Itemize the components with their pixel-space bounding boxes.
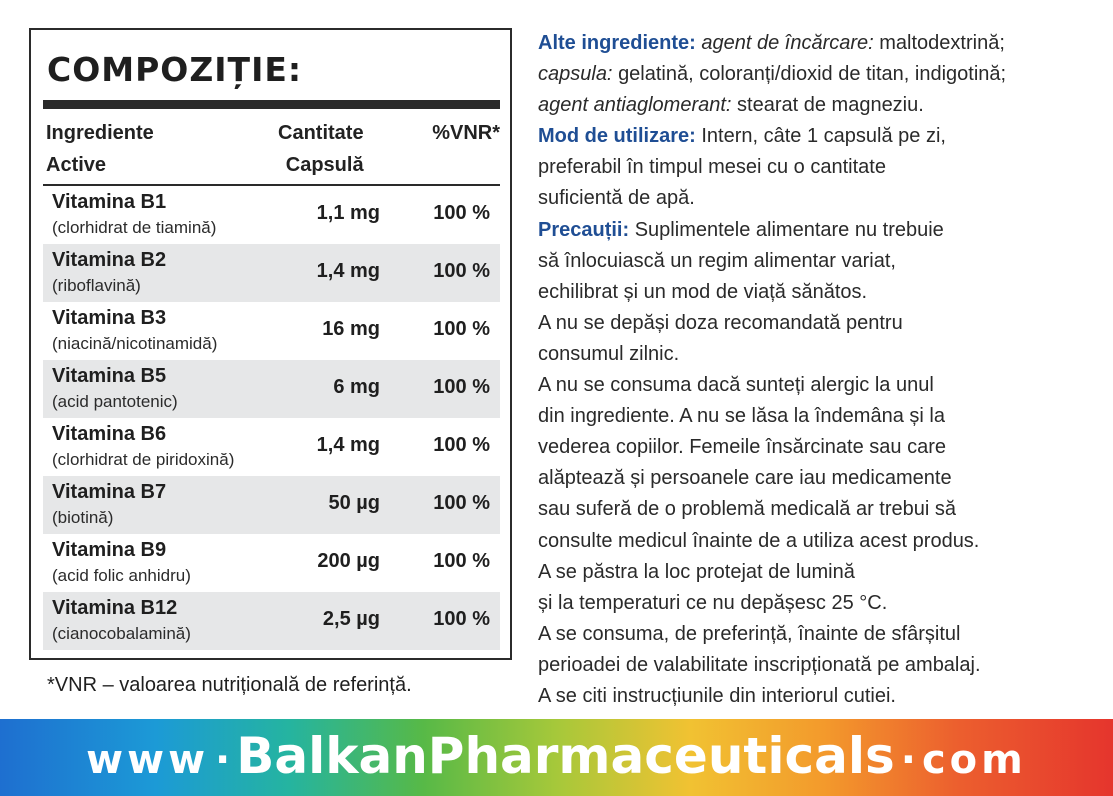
other-ingredients-label: Alte ingrediente: [538, 32, 696, 54]
table-row: Vitamina B1 (clorhidrat de tiamină) 1,1 … [43, 186, 500, 244]
vitamin-vnr: 100 % [433, 318, 490, 340]
table-row: Vitamina B9 (acid folic anhidru) 200 µg … [43, 534, 500, 592]
vitamin-vnr: 100 % [433, 492, 490, 514]
vitamin-compound: (acid folic anhidru) [52, 566, 191, 585]
other-ingredients-line: Alte ingrediente: agent de încărcare: ma… [538, 28, 1108, 59]
table-row: Vitamina B6 (clorhidrat de piridoxină) 1… [43, 418, 500, 476]
vitamin-vnr: 100 % [433, 550, 490, 572]
filler-agent-label: agent de încărcare: [701, 32, 874, 54]
vitamin-quantity: 200 µg [317, 550, 380, 572]
table-row: Vitamina B2 (riboflavină) 1,4 mg 100 % [43, 244, 500, 302]
vitamin-name: Vitamina B9 [52, 539, 167, 561]
precautions-text-line: vederea copiilor. Femeile însărcinate sa… [538, 436, 946, 459]
header-vnr: %VNR* [432, 122, 500, 144]
vitamin-quantity: 6 mg [333, 376, 380, 398]
precautions-text-line: sau suferă de o problemă medicală ar tre… [538, 498, 957, 521]
vitamin-compound: (clorhidrat de piridoxină) [52, 450, 235, 469]
anticaking-label: agent antiaglomerant: [538, 94, 732, 117]
vitamin-compound: (niacină/nicotinamidă) [52, 334, 218, 353]
table-row: Vitamina B5 (acid pantotenic) 6 mg 100 % [43, 360, 500, 418]
filler-agent-value: maltodextrină; [879, 32, 1005, 54]
precautions-text-line: din ingrediente. A nu se lăsa la îndemân… [538, 405, 945, 428]
vitamin-compound: (biotină) [52, 508, 114, 527]
url-separator: · [900, 737, 916, 783]
vitamin-quantity: 50 µg [328, 492, 380, 514]
precautions-text-line: A nu se consuma dacă sunteți alergic la … [538, 374, 934, 397]
vitamin-compound: (acid pantotenic) [52, 392, 178, 411]
precautions-text: Suplimentele alimentare nu trebuie [634, 218, 944, 241]
url-separator: · [215, 737, 231, 783]
vitamin-name: Vitamina B2 [52, 249, 167, 271]
vitamin-quantity: 1,4 mg [316, 434, 380, 456]
vitamin-name: Vitamina B7 [52, 481, 167, 503]
precautions-text-line: echilibrat și un mod de viață sănătos. [538, 280, 868, 303]
header-quantity-line2: Capsulă [285, 154, 364, 176]
vitamin-quantity: 16 mg [322, 318, 380, 340]
composition-title: COMPOZIȚIE: [47, 50, 303, 89]
composition-panel: COMPOZIȚIE: Ingrediente Active Cantitate… [29, 28, 512, 660]
vitamin-compound: (clorhidrat de tiamină) [52, 218, 217, 237]
header-ingredients: Ingrediente Active [46, 117, 154, 181]
expiry-text-line: perioadei de valabilitate inscripționată… [538, 653, 981, 676]
vitamin-vnr: 100 % [433, 608, 490, 630]
header-ingredients-line2: Active [46, 154, 107, 176]
vitamin-vnr: 100 % [433, 434, 490, 456]
capsule-label: capsula: [538, 63, 613, 86]
website-banner: www · BalkanPharmaceuticals · com [0, 719, 1113, 796]
table-row: Vitamina B12 (cianocobalamină) 2,5 µg 10… [43, 592, 500, 650]
precautions-text-line: consumul zilnic. [538, 342, 680, 365]
vitamin-quantity: 1,1 mg [316, 202, 380, 224]
vitamin-vnr: 100 % [433, 376, 490, 398]
table-row: Vitamina B7 (biotină) 50 µg 100 % [43, 476, 500, 534]
ingredient-table: Vitamina B1 (clorhidrat de tiamină) 1,1 … [43, 186, 500, 650]
precautions-text-line: alăptează și persoanele care iau medicam… [538, 467, 952, 490]
instructions-text-line: A se citi instrucțiunile din interiorul … [538, 684, 896, 707]
url-com: com [921, 737, 1027, 783]
table-header: Ingrediente Active Cantitate Capsulă %VN… [43, 117, 500, 183]
vitamin-name: Vitamina B1 [52, 191, 167, 213]
url-brand: BalkanPharmaceuticals [236, 727, 895, 785]
table-row: Vitamina B3 (niacină/nicotinamidă) 16 mg… [43, 302, 500, 360]
precautions-text-line: consulte medicul înainte de a utiliza ac… [538, 529, 980, 552]
vnr-footnote: *VNR – valoarea nutrițională de referinț… [47, 674, 412, 696]
capsule-value: gelatină, coloranți/dioxid de titan, ind… [618, 63, 1007, 86]
capsule-line: capsula: gelatină, coloranți/dioxid de t… [538, 59, 1108, 90]
expiry-text-line: A se consuma, de preferință, înainte de … [538, 622, 961, 645]
vitamin-name: Vitamina B5 [52, 365, 167, 387]
storage-text-line: A se păstra la loc protejat de lumină [538, 560, 855, 583]
anticaking-line: agent antiaglomerant: stearat de magnezi… [538, 90, 1108, 121]
title-divider [43, 100, 500, 109]
vitamin-quantity: 1,4 mg [316, 260, 380, 282]
storage-text-line: și la temperaturi ce nu depășesc 25 °C. [538, 591, 888, 614]
precautions-label: Precauții: [538, 218, 630, 241]
header-quantity-line1: Cantitate [278, 122, 364, 144]
precautions-line: Precauții: Suplimentele alimentare nu tr… [538, 215, 1108, 246]
website-url[interactable]: www · BalkanPharmaceuticals · com [0, 721, 1113, 795]
precautions-text-line: A nu se depăși doza recomandată pentru [538, 311, 903, 334]
product-info: Alte ingrediente: agent de încărcare: ma… [538, 28, 1108, 712]
vitamin-name: Vitamina B12 [52, 597, 178, 619]
header-quantity: Cantitate Capsulă [278, 117, 364, 181]
vitamin-compound: (riboflavină) [52, 276, 141, 295]
usage-text: Intern, câte 1 capsulă pe zi, [701, 125, 946, 148]
vitamin-quantity: 2,5 µg [322, 608, 380, 630]
vitamin-name: Vitamina B6 [52, 423, 167, 445]
usage-text-line: suficientă de apă. [538, 187, 695, 210]
vitamin-name: Vitamina B3 [52, 307, 167, 329]
precautions-text-line: să înlocuiască un regim alimentar variat… [538, 249, 896, 272]
vitamin-vnr: 100 % [433, 202, 490, 224]
url-www: www [86, 737, 210, 783]
usage-line: Mod de utilizare: Intern, câte 1 capsulă… [538, 121, 1108, 152]
usage-label: Mod de utilizare: [538, 125, 696, 148]
vitamin-vnr: 100 % [433, 260, 490, 282]
anticaking-value: stearat de magneziu. [737, 94, 924, 117]
usage-text-line: preferabil în timpul mesei cu o cantitat… [538, 156, 886, 179]
vitamin-compound: (cianocobalamină) [52, 624, 191, 643]
header-divider [43, 184, 500, 186]
header-ingredients-line1: Ingrediente [46, 122, 154, 144]
